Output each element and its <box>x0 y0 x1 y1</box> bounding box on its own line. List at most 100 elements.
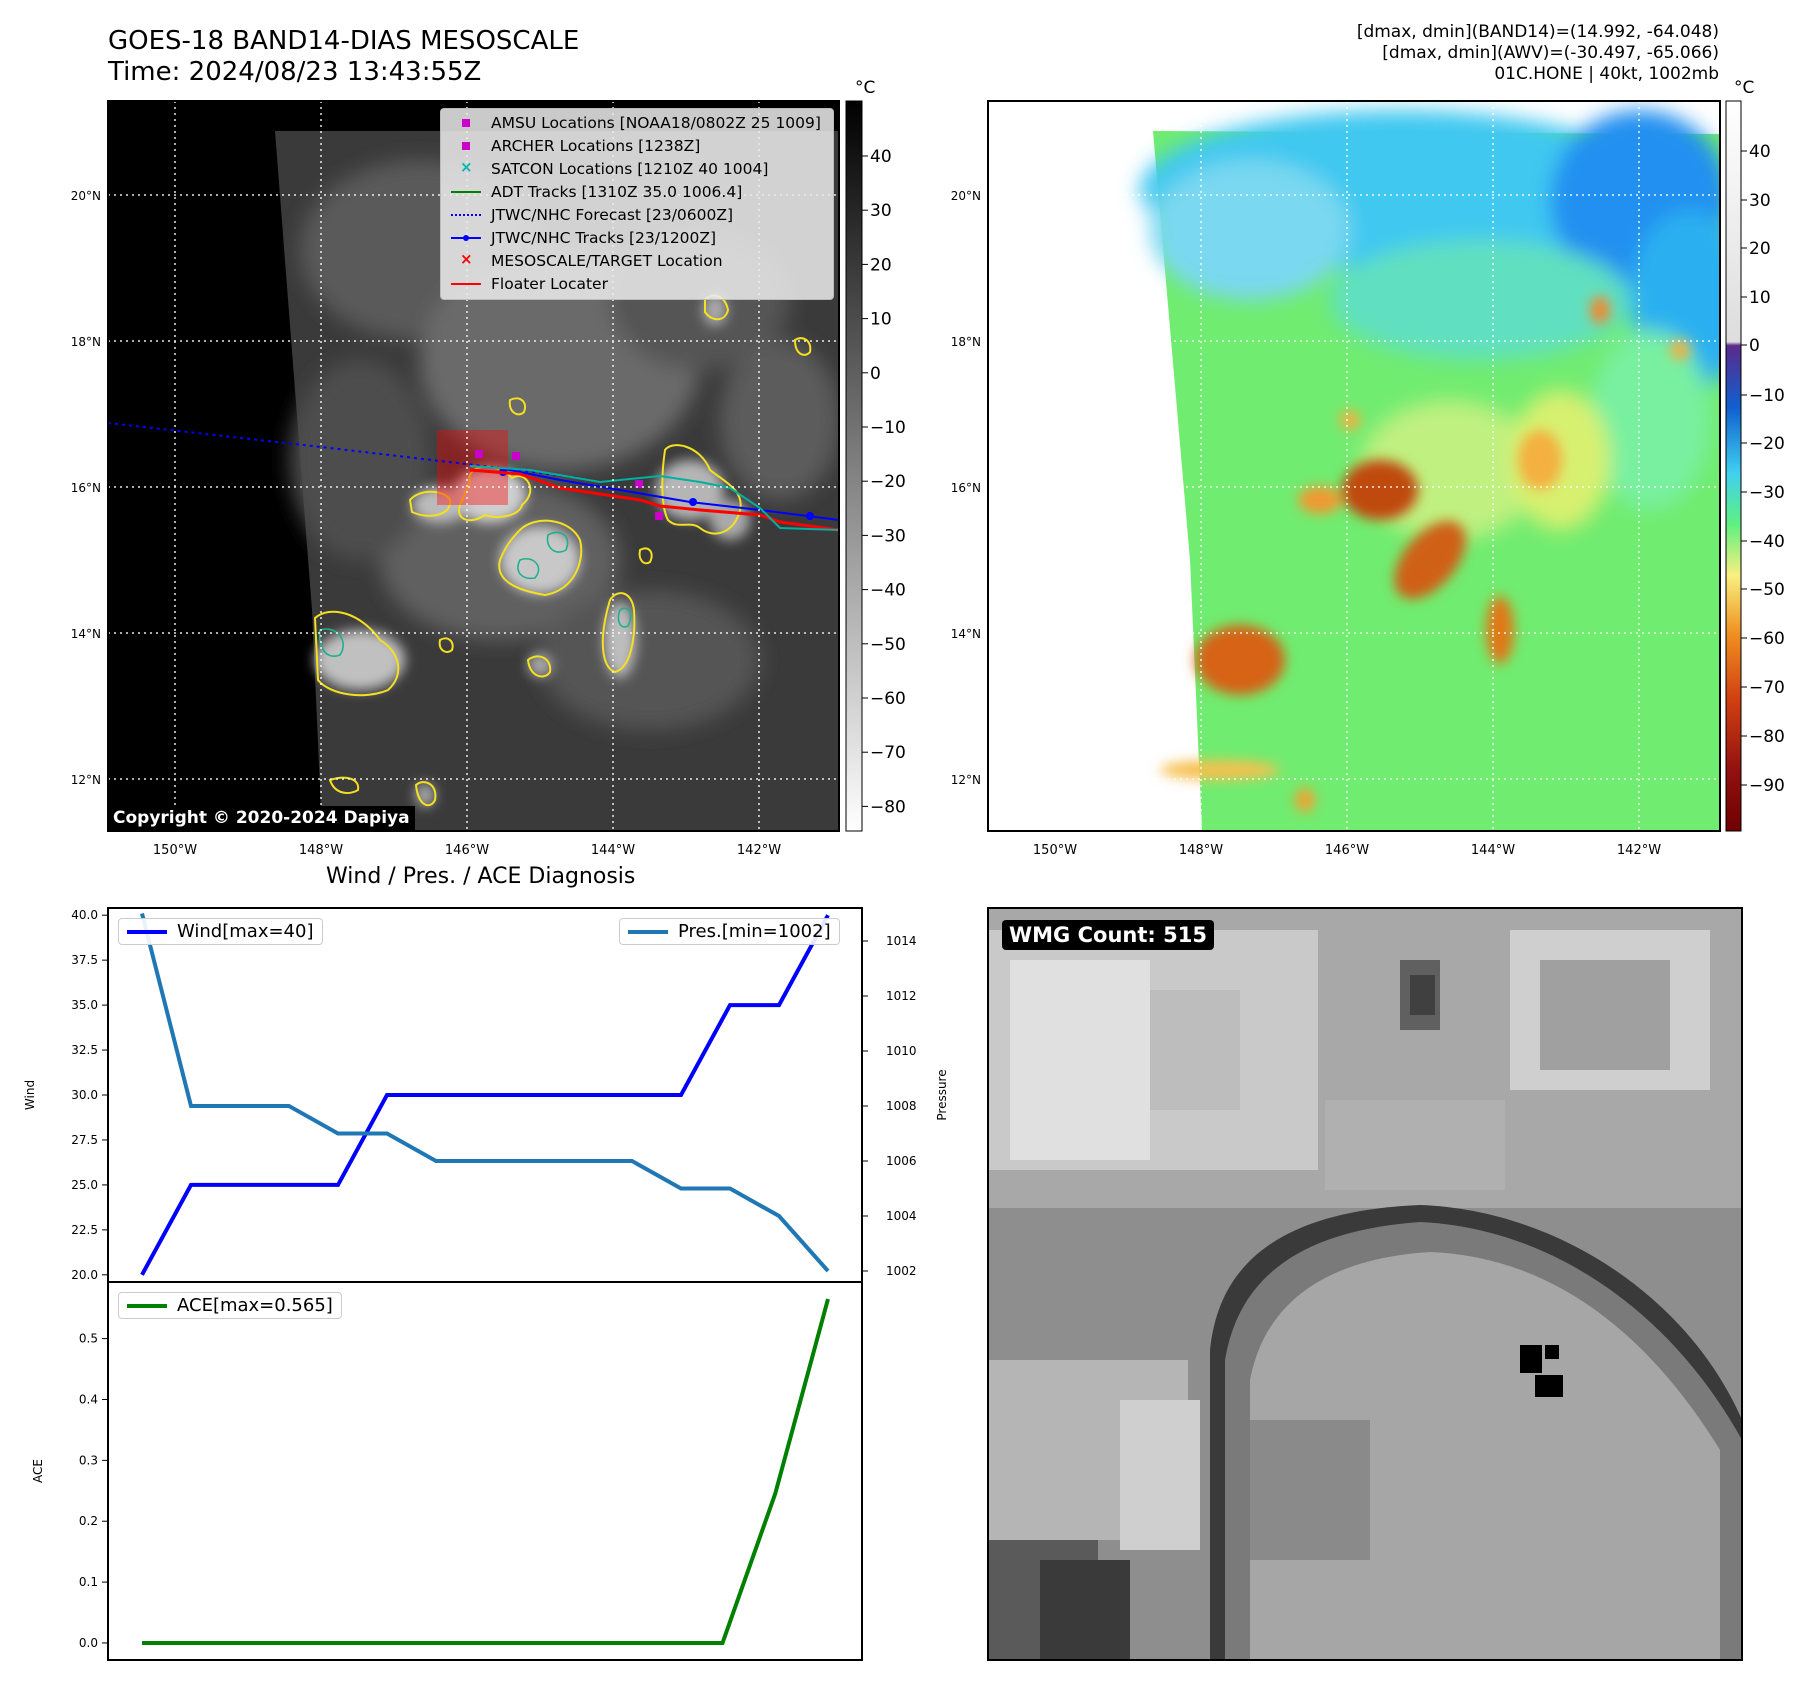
wind-ytick-label: 25.0 <box>71 1178 98 1192</box>
wind-axis-label: Wind <box>23 1080 37 1110</box>
ir-lon-label: 148°W <box>299 843 343 858</box>
gray-colorbar-tick-label: 40 <box>870 147 892 167</box>
wind-series-line <box>140 914 830 1276</box>
legend-label: SATCON Locations [1210Z 40 1004] <box>491 160 769 178</box>
legend-line-dot-icon <box>449 228 483 248</box>
color-colorbar-tick-label: 20 <box>1749 239 1771 259</box>
title-line-1: GOES-18 BAND14-DIAS MESOSCALE <box>108 26 580 56</box>
pressure-ytick-label: 1008 <box>886 1099 917 1113</box>
color-colorbar-tick-label: −40 <box>1749 532 1785 552</box>
ace-ytick-label: 0.4 <box>79 1392 98 1406</box>
ace-ytick-label: 0.0 <box>79 1636 98 1650</box>
ace-ytick-label: 0.5 <box>79 1332 98 1346</box>
color-colorbar-tick-label: −60 <box>1749 629 1785 649</box>
legend-label: JTWC/NHC Forecast [23/0600Z] <box>491 206 734 224</box>
legend-line-icon <box>449 274 483 294</box>
color-colorbar <box>1725 100 1742 832</box>
pressure-ytick-label: 1004 <box>886 1209 917 1223</box>
color-colorbar-tick-label: −50 <box>1749 580 1785 600</box>
color-colorbar-tick-label: −90 <box>1749 776 1785 796</box>
info-line-1: [dmax, dmin](BAND14)=(14.992, -64.048) <box>1356 22 1719 42</box>
wind-ytick-label: 37.5 <box>71 953 98 967</box>
legend-label: ADT Tracks [1310Z 35.0 1006.4] <box>491 183 743 201</box>
awv-lat-label: 12°N <box>951 773 981 787</box>
map-legend: AMSU Locations [NOAA18/0802Z 25 1009] AR… <box>440 108 834 300</box>
ir-lon-label: 146°W <box>445 843 489 858</box>
ace-axis-label: ACE <box>31 1459 45 1483</box>
figure-title: GOES-18 BAND14-DIAS MESOSCALE Time: 2024… <box>108 26 579 88</box>
map-tick-labels: 20°N 20°N 18°N 18°N 16°N 16°N 14°N 14°N 12°N 12°N… <box>71 189 1661 858</box>
awv-lat-label: 16°N <box>951 481 981 495</box>
figure-info: [dmax, dmin](BAND14)=(14.992, -64.048) [… <box>1357 22 1719 85</box>
gray-colorbar-tick-label: −10 <box>870 418 906 438</box>
gray-colorbar-tick-label: −60 <box>870 689 906 709</box>
legend-square-icon <box>449 136 483 156</box>
awv-map-panel <box>988 101 1720 831</box>
wind-ytick-label: 27.5 <box>71 1133 98 1147</box>
ace-legend-label: ACE[max=0.565] <box>177 1295 333 1316</box>
wind-ytick-label: 35.0 <box>71 998 98 1012</box>
wind-ytick-label: 30.0 <box>71 1088 98 1102</box>
adt-track <box>469 465 839 531</box>
awv-map-frame <box>987 100 1721 832</box>
pressure-ytick-label: 1010 <box>886 1044 917 1058</box>
title-line-2: Time: 2024/08/23 13:43:55Z <box>108 57 482 87</box>
pressure-legend: Pres.[min=1002] <box>619 918 840 945</box>
gray-colorbar-tick-label: −80 <box>870 797 906 817</box>
legend-label: ARCHER Locations [1238Z] <box>491 137 701 155</box>
color-colorbar-tick-label: −70 <box>1749 678 1785 698</box>
legend-label: MESOSCALE/TARGET Location <box>491 252 723 270</box>
legend-item-adt: ADT Tracks [1310Z 35.0 1006.4] <box>449 181 742 203</box>
pressure-axis-label: Pressure <box>935 1069 949 1120</box>
ace-ytick-label: 0.3 <box>79 1453 98 1467</box>
gray-colorbar-tick-label: −50 <box>870 635 906 655</box>
legend-item-mesoscale-target: × MESOSCALE/TARGET Location <box>449 250 723 272</box>
wind-ytick-label: 32.5 <box>71 1043 98 1057</box>
ace-plot: 0.0 0.1 0.2 0.3 0.4 0.5 ACE <box>31 1298 830 1650</box>
legend-item-jtwc-tracks: JTWC/NHC Tracks [23/1200Z] <box>449 227 716 249</box>
gray-colorbar-tick-label: 20 <box>870 255 892 275</box>
wind-pressure-plot: 20.0 22.5 25.0 27.5 30.0 32.5 35.0 37.5 40.0 1002… <box>23 908 949 1282</box>
ir-map-frame <box>107 100 840 832</box>
ir-lat-label: 16°N <box>71 481 101 495</box>
ace-legend-line-icon <box>127 1303 167 1308</box>
pressure-ytick-label: 1006 <box>886 1154 917 1168</box>
color-colorbar-tick-label: −10 <box>1749 386 1785 406</box>
legend-item-archer: ARCHER Locations [1238Z] <box>449 135 700 157</box>
pressure-series-line <box>140 913 830 1273</box>
ir-lat-label: 18°N <box>71 335 101 349</box>
legend-label: AMSU Locations [NOAA18/0802Z 25 1009] <box>491 114 821 132</box>
gray-colorbar-tick-label: −20 <box>870 472 906 492</box>
color-colorbar-ticks: 40 30 20 10 0 −10 −20 −30 −40 −50 −60 −70 −80 −90 <box>1741 142 1785 796</box>
ir-lon-label: 142°W <box>737 843 781 858</box>
ir-lat-label: 12°N <box>71 773 101 787</box>
jtwc-track <box>499 467 839 521</box>
info-line-3: 01C.HONE | 40kt, 1002mb <box>1494 64 1719 84</box>
awv-lat-label: 14°N <box>951 627 981 641</box>
legend-line-icon <box>449 182 483 202</box>
legend-dotted-line-icon <box>449 205 483 225</box>
gray-colorbar-tick-label: 30 <box>870 201 892 221</box>
diagnosis-title: Wind / Pres. / ACE Diagnosis <box>326 864 636 889</box>
wind-ytick-label: 20.0 <box>71 1268 98 1282</box>
awv-lon-label: 142°W <box>1617 843 1661 858</box>
copyright-label: Copyright © 2020-2024 Dapiya <box>108 806 415 830</box>
ir-lon-label: 150°W <box>153 843 197 858</box>
legend-x-icon: × <box>460 158 473 176</box>
color-colorbar-tick-label: 10 <box>1749 288 1771 308</box>
gray-colorbar-tick-label: −40 <box>870 581 906 601</box>
wmg-frame <box>987 907 1743 1661</box>
gray-colorbar-tick-label: −30 <box>870 526 906 546</box>
pressure-ytick-label: 1014 <box>886 934 917 948</box>
legend-item-satcon: × SATCON Locations [1210Z 40 1004] <box>449 158 768 180</box>
floater-track <box>469 468 839 532</box>
awv-map-grid <box>988 101 1720 831</box>
pressure-ytick-label: 1012 <box>886 989 917 1003</box>
legend-item-floater: Floater Locater <box>449 273 608 295</box>
ace-axes <box>107 1281 863 1661</box>
pressure-legend-line-icon <box>628 929 668 934</box>
color-colorbar-tick-label: −80 <box>1749 727 1785 747</box>
legend-square-icon <box>449 113 483 133</box>
pressure-legend-label: Pres.[min=1002] <box>678 921 831 942</box>
